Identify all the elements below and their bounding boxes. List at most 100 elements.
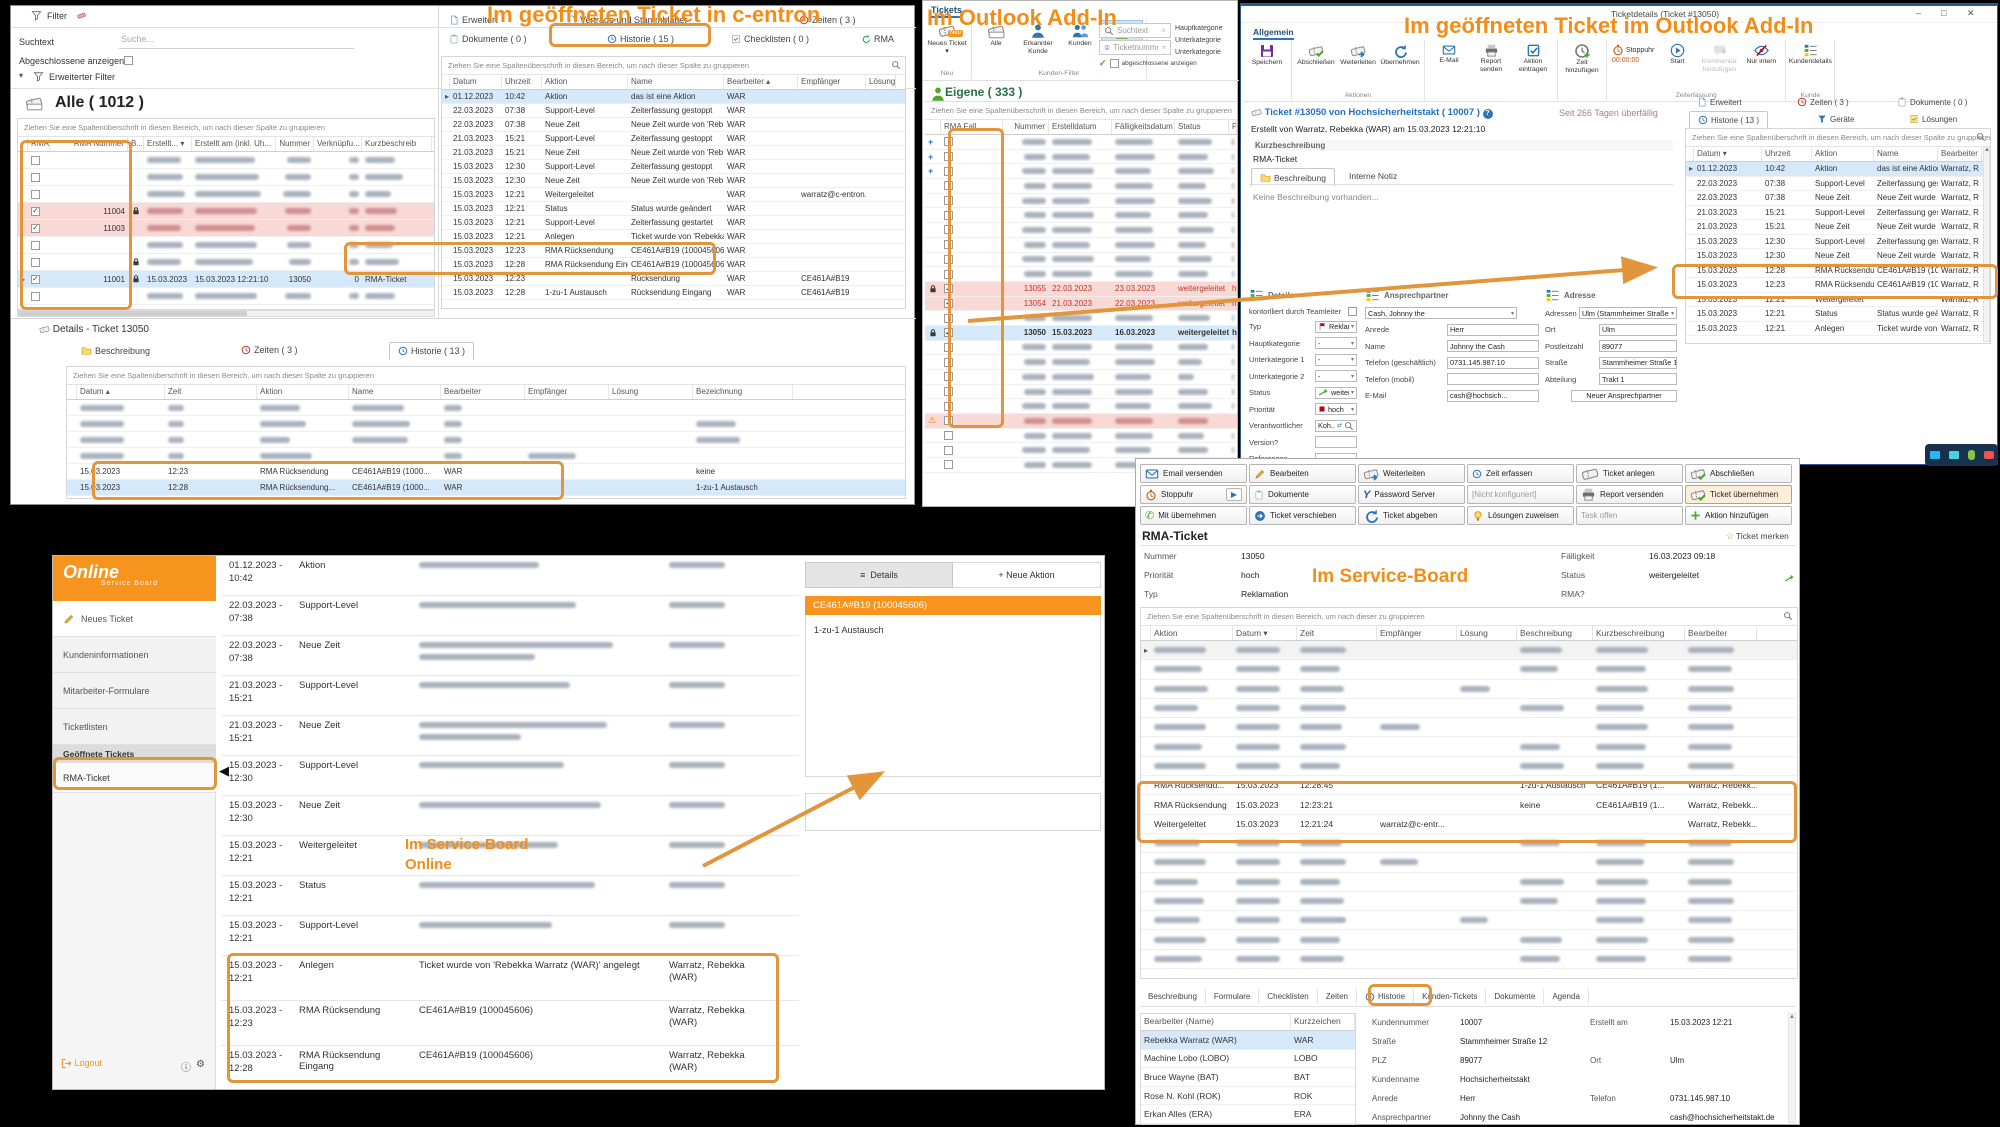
sidebar-item-neues-ticket[interactable]: Neues Ticket	[53, 601, 216, 637]
column-header[interactable]: Kurzzeichen	[1291, 1014, 1355, 1030]
history-row[interactable]: 21.03.2023 - 15:21 Support-Level	[221, 676, 799, 716]
row-checkbox[interactable]	[31, 155, 40, 165]
row-checkbox[interactable]	[31, 291, 40, 301]
tab-dokumente[interactable]: Dokumente ( 0 )	[441, 31, 535, 47]
row-checkbox[interactable]: ✓	[31, 223, 40, 233]
history-row[interactable]: 15.03.2023 - 12:30 Neue Zeit	[221, 796, 799, 836]
history-row[interactable]: 15.03.2023 - 12:21 Weitergeleitet	[221, 836, 799, 876]
field-select[interactable]: - ▾	[1315, 337, 1357, 349]
row-checkbox[interactable]	[944, 431, 953, 441]
table-row[interactable]: 22.03.2023 07:38 Neue Zeit Neue Zeit wurde …	[442, 118, 905, 132]
column-header[interactable]: Nummer	[1003, 120, 1049, 134]
ribbon-abschließen[interactable]: Abschließen	[1295, 41, 1337, 69]
search-input[interactable]: Suche...	[119, 34, 354, 49]
close-button[interactable]: ✕	[1967, 8, 1975, 18]
table-row[interactable]	[925, 223, 1237, 238]
column-header[interactable]: Datum ▾	[1233, 626, 1297, 640]
field-input[interactable]	[1315, 436, 1357, 448]
tab-dokumente[interactable]: Dokumente	[1486, 989, 1545, 1004]
expand-icon[interactable]: +	[928, 136, 934, 147]
rtab-dokumente[interactable]: Dokumente ( 0 )	[1889, 94, 1975, 110]
table-row[interactable]: 15.03.2023 12:30 Support-Level Zeiterfassun…	[442, 160, 905, 174]
sidebar-item-rma-ticket[interactable]: RMA-Ticket	[53, 763, 216, 793]
history-row[interactable]: 01.12.2023 - 10:42 Aktion	[221, 556, 799, 596]
row-checkbox[interactable]: ✓	[944, 327, 953, 338]
history-row[interactable]: 22.03.2023 - 07:38 Support-Level	[221, 596, 799, 636]
tab-details[interactable]: ≡ Details	[805, 562, 953, 588]
row-checkbox[interactable]	[31, 172, 40, 182]
table-row[interactable]	[18, 169, 434, 186]
column-header[interactable]: Bearbeiter ▴	[724, 75, 798, 89]
ribbon-start[interactable]: Start	[1656, 41, 1698, 68]
ribbon-kommentar-hinzufügen[interactable]: Kommentar hinzufügen	[1698, 41, 1740, 76]
table-row[interactable]	[925, 179, 1237, 194]
panel-selector[interactable]: Cash, Johnny the ▾	[1365, 307, 1517, 319]
button-aktion-hinzufügen[interactable]: Aktion hinzufügen	[1685, 506, 1792, 525]
row-checkbox[interactable]: ✓	[31, 274, 40, 284]
column-header[interactable]	[1686, 147, 1694, 161]
h-scrollbar[interactable]	[17, 310, 435, 317]
field-input[interactable]	[1447, 373, 1539, 385]
table-row[interactable]: Bruce Wayne (BAT) BAT	[1141, 1068, 1355, 1087]
table-row[interactable]	[18, 254, 434, 271]
erweiterter-filter-label[interactable]: Erweiterter Filter	[49, 72, 116, 82]
ribbon-erkannter-kunde[interactable]: Erkannter Kunde	[1017, 20, 1059, 58]
column-header[interactable]: B...	[128, 137, 144, 151]
ribbon-speichern[interactable]: Speichern	[1246, 41, 1288, 69]
table-row[interactable]	[925, 355, 1237, 370]
column-header[interactable]: RMA	[28, 137, 50, 151]
mic-icon[interactable]	[1967, 450, 1975, 460]
row-checkbox[interactable]	[944, 372, 953, 382]
abgeschlossene-checkbox[interactable]	[1109, 59, 1119, 68]
table-row[interactable]	[1141, 699, 1797, 719]
table-row[interactable]	[67, 416, 905, 432]
table-row[interactable]: 15.03.2023 12:28 1-zu-1 Austausch Rücksendu…	[442, 286, 905, 300]
history-row[interactable]: 15.03.2023 - 12:21 Anlegen Ticket wurde vo…	[221, 956, 799, 1001]
ribbon-aktion-eintragen[interactable]: Aktion eintragen	[1512, 41, 1554, 76]
tab-interne-notiz[interactable]: Interne Notiz	[1349, 171, 1398, 181]
column-header[interactable]: Bearbeiter	[1685, 626, 1757, 640]
row-checkbox[interactable]	[944, 166, 953, 176]
table-row[interactable]: Weitergeleitet 15.03.2023 12:21:24 warratz@…	[1141, 815, 1797, 834]
table-row[interactable]: ✓ 13055 22.03.2023 23.03.2023 weitergeleitet…	[925, 281, 1237, 297]
maximize-button[interactable]: □	[1941, 8, 1947, 18]
field-input[interactable]: cash@hochsich...	[1447, 389, 1539, 402]
table-row[interactable]	[1141, 950, 1797, 970]
column-header[interactable]: Kurzbeschreibung	[1593, 626, 1685, 640]
tab-details-beschreibung[interactable]: Beschreibung	[73, 342, 158, 359]
minimize-button[interactable]: –	[1916, 8, 1922, 18]
table-row[interactable]	[67, 448, 905, 464]
row-checkbox[interactable]	[944, 313, 953, 323]
table-row[interactable]: 22.03.2023 07:38 Support-Level Zeiterfassun…	[442, 104, 905, 118]
history-row[interactable]: 15.03.2023 - 12:23 RMA Rücksendung CE461A#…	[221, 1001, 799, 1046]
forward-arrow-icon[interactable]	[1784, 573, 1795, 584]
column-header[interactable]: Lösung	[609, 385, 693, 399]
button-ticket-übernehmen[interactable]: Ticket übernehmen	[1685, 485, 1792, 504]
rtab-loesungen[interactable]: Lösungen	[1901, 111, 1965, 127]
tab-neue-aktion[interactable]: + Neue Aktion	[953, 562, 1101, 588]
column-header[interactable]	[442, 75, 450, 89]
column-header[interactable]: Datum	[450, 75, 502, 89]
table-row[interactable]: +	[925, 135, 1237, 150]
tab-zeiten[interactable]: Zeiten	[1318, 989, 1357, 1004]
table-row[interactable]	[18, 152, 434, 169]
info-icon[interactable]: ⓘ	[181, 1063, 191, 1074]
row-checkbox[interactable]	[944, 240, 953, 250]
column-header[interactable]: P	[1229, 120, 1237, 134]
history-row[interactable]: 15.03.2023 - 12:21 Support-Level	[221, 916, 799, 956]
field-checkbox[interactable]	[1348, 307, 1357, 316]
row-checkbox[interactable]	[31, 257, 40, 267]
button-ticket-verschieben[interactable]: Ticket verschieben	[1249, 506, 1356, 525]
table-row[interactable]	[67, 432, 905, 448]
video-icon[interactable]	[1948, 451, 1959, 459]
table-row[interactable]: RMA Rücksendu... 15.03.2023 12:28:45 1-zu-1…	[1141, 776, 1797, 796]
column-header[interactable]: Status	[1175, 120, 1229, 134]
table-row[interactable]: ▸	[1141, 641, 1797, 661]
row-checkbox[interactable]	[944, 196, 953, 206]
row-checkbox[interactable]: ✓	[944, 283, 953, 294]
rtab-zeiten[interactable]: Zeiten ( 3 )	[1789, 94, 1857, 110]
